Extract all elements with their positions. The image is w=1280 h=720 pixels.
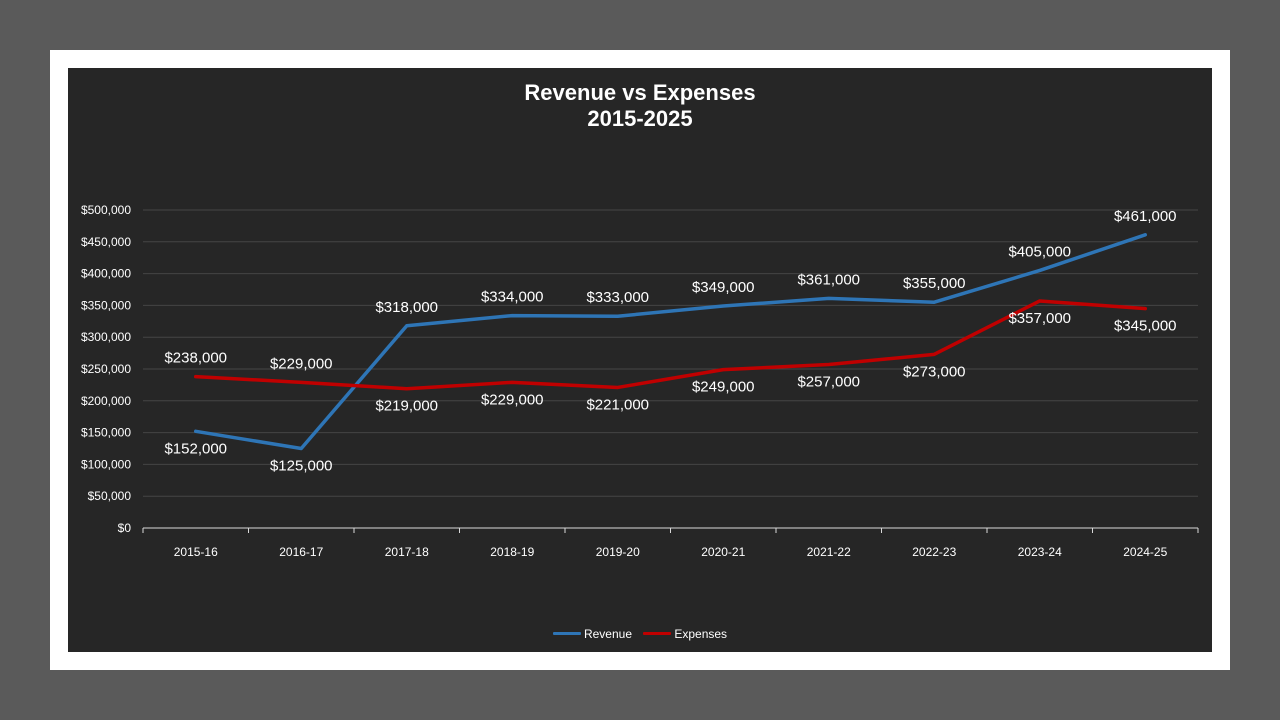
data-label-revenue: $405,000 xyxy=(1008,243,1071,260)
data-label-expenses: $345,000 xyxy=(1114,318,1177,335)
legend-item-expenses: Expenses xyxy=(643,627,727,641)
y-tick-label: $50,000 xyxy=(88,489,132,503)
data-label-revenue: $361,000 xyxy=(797,271,860,288)
y-tick-label: $500,000 xyxy=(81,203,131,217)
data-label-revenue: $333,000 xyxy=(586,289,649,306)
series-line-revenue xyxy=(194,233,1147,451)
data-label-expenses: $273,000 xyxy=(903,363,966,380)
x-tick-label: 2023-24 xyxy=(1018,545,1062,559)
line-chart: $0 $50,000 $100,000 $150,000 $200,000 $250,00… xyxy=(81,203,1199,559)
y-tick-label: $300,000 xyxy=(81,330,131,344)
data-label-revenue: $318,000 xyxy=(375,299,438,316)
y-tick-label: $150,000 xyxy=(81,426,131,440)
chart-area: Revenue vs Expenses 2015-2025 $0 $50,000 $… xyxy=(68,68,1212,652)
y-tick-label: $350,000 xyxy=(81,298,131,312)
series-line-expenses xyxy=(194,299,1147,391)
data-label-expenses: $229,000 xyxy=(270,355,333,372)
y-tick-label: $450,000 xyxy=(81,235,131,249)
chart-subtitle-line: 2015-2025 xyxy=(587,106,693,131)
legend-swatch-expenses xyxy=(643,632,672,635)
chart-legend: Revenue Expenses xyxy=(68,624,1212,641)
data-label-revenue: $461,000 xyxy=(1114,208,1177,225)
data-label-revenue: $355,000 xyxy=(903,275,966,292)
data-label-expenses: $229,000 xyxy=(481,391,544,408)
data-label-expenses: $221,000 xyxy=(586,396,649,413)
y-tick-label: $100,000 xyxy=(81,457,131,471)
legend-item-revenue: Revenue xyxy=(552,626,632,641)
x-tick-label: 2017-18 xyxy=(385,545,429,559)
x-tick-label: 2024-25 xyxy=(1123,545,1167,559)
legend-label-expenses: Expenses xyxy=(674,626,728,641)
legend-label-revenue: Revenue xyxy=(583,626,632,641)
y-tick-label: $200,000 xyxy=(81,394,131,408)
chart-frame: Revenue vs Expenses 2015-2025 $0 $50,000 $… xyxy=(50,50,1230,670)
x-tick-label: 2021-22 xyxy=(807,545,851,559)
data-label-expenses: $219,000 xyxy=(375,398,438,415)
y-tick-label: $0 xyxy=(118,521,132,535)
data-label-revenue: $152,000 xyxy=(164,440,227,457)
data-label-revenue: $349,000 xyxy=(692,279,755,296)
legend-swatch-revenue xyxy=(552,632,581,635)
x-tick-label: 2015-16 xyxy=(174,545,218,559)
data-label-expenses: $257,000 xyxy=(797,374,860,391)
data-label-revenue: $334,000 xyxy=(481,289,544,306)
x-tick-label: 2022-23 xyxy=(912,545,956,559)
chart-title: Revenue vs Expenses 2015-2025 xyxy=(68,80,1212,132)
data-label-revenue: $125,000 xyxy=(270,458,333,475)
x-tick-label: 2016-17 xyxy=(279,545,323,559)
x-tick-label: 2018-19 xyxy=(490,545,534,559)
x-tick-label: 2019-20 xyxy=(596,545,640,559)
chart-title-line: Revenue vs Expenses xyxy=(524,80,756,105)
y-tick-label: $400,000 xyxy=(81,267,131,281)
data-label-expenses: $238,000 xyxy=(164,350,227,367)
data-label-expenses: $357,000 xyxy=(1008,310,1071,327)
y-tick-label: $250,000 xyxy=(81,362,131,376)
x-tick-label: 2020-21 xyxy=(701,545,745,559)
data-label-expenses: $249,000 xyxy=(692,379,755,396)
